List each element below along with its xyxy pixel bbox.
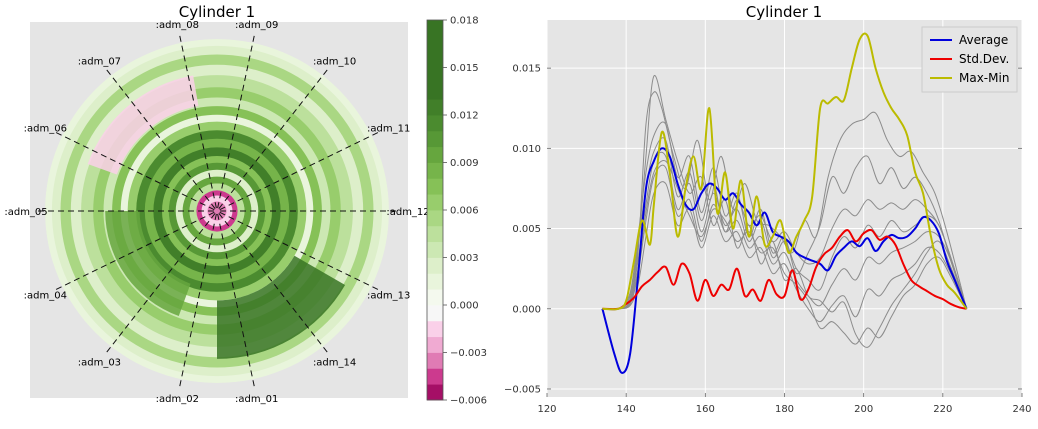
y-tick-label-1: 0.000 [512,304,541,315]
y-tick-labels: −0.005 0.000 0.005 0.010 0.015 [504,64,1022,396]
legend-label-0: Average [959,33,1008,47]
spoke-label-5: :adm_05 [4,207,47,218]
series-line-average [601,147,968,374]
colorbar-band-15 [427,146,443,163]
colorbar-band-0 [427,384,443,401]
spoke-label-7: :adm_07 [78,57,121,68]
colorbar-band-20 [427,67,443,84]
spoke-label-1: :adm_01 [235,394,278,405]
x-tick-label-6: 240 [1012,404,1031,415]
colorbar-band-16 [427,130,443,148]
sample-line-4 [602,121,968,311]
x-tick-label-2: 160 [696,404,715,415]
colorbar-band-13 [427,178,443,195]
sample-line-10 [602,75,968,348]
colorbar-ticks: 0.018 0.015 0.012 0.009 0.006 0.003 0.000 −0.00… [443,16,487,407]
x-tick-label-4: 200 [854,404,873,415]
x-tick-labels: 120 140 160 180 200 220 240 [537,393,1032,415]
series-line-std-dev [602,228,967,311]
colorbar: 0.018 0.015 0.012 0.009 0.006 0.003 0.000 −0.00… [426,16,487,407]
colorbar-tick-label-2: 0.012 [450,111,479,122]
colorbar-tick-label-1: 0.015 [450,63,479,74]
spoke-label-10: :adm_10 [313,57,356,68]
spoke-label-6: :adm_06 [24,123,67,134]
colorbar-band-8 [427,257,443,274]
colorbar-band-11 [427,210,443,227]
colorbar-band-22 [427,35,443,53]
colorbar-band-14 [427,162,443,179]
colorbar-band-23 [427,20,443,37]
x-tick-label-0: 120 [537,404,556,415]
colorbar-band-10 [427,225,443,243]
legend-label-1: Std.Dev. [959,52,1009,66]
spoke-label-12: :adm_12 [386,207,429,218]
spoke-label-9: :adm_09 [235,20,278,31]
colorbar-bands [427,20,443,401]
y-tick-label-3: 0.010 [512,144,541,155]
grid-lines [546,20,1023,397]
colorbar-tick-label-7: −0.003 [450,348,487,359]
y-tick-label-2: 0.005 [512,224,541,235]
colorbar-band-3 [427,336,443,353]
x-tick-label-5: 220 [933,404,952,415]
colorbar-band-6 [427,289,443,306]
y-tick-label-0: −0.005 [504,385,541,396]
spoke-label-4: :adm_04 [24,291,67,302]
y-tick-label-4: 0.015 [512,64,541,75]
contour-patch-0 [87,75,199,175]
x-tick-label-1: 140 [617,404,636,415]
polar-contour-panel: Cylinder 1 :adm_01 :adm_02 :adm_03 :adm_04:… [4,3,429,405]
spoke-label-3: :adm_03 [78,358,121,369]
line-chart-panel: Cylinder 1 120 140 160 180 200 220 240 −0.005 0… [504,3,1032,415]
colorbar-band-21 [427,51,443,68]
colorbar-band-19 [427,83,443,100]
contour-patch-1 [217,255,346,359]
spoke-label-2: :adm_02 [156,394,199,405]
line-title: Cylinder 1 [746,3,822,21]
colorbar-band-7 [427,273,443,290]
colorbar-tick-label-4: 0.006 [450,206,479,217]
colorbar-tick-label-5: 0.003 [450,253,479,264]
sample-line-5 [602,137,968,311]
spoke-label-11: :adm_11 [367,123,410,134]
legend: Average Std.Dev. Max-Min [921,26,1018,93]
spoke-label-13: :adm_13 [367,291,410,302]
colorbar-band-4 [427,320,443,338]
colorbar-band-9 [427,241,443,258]
colorbar-band-18 [427,99,443,116]
colorbar-band-12 [427,194,443,211]
colorbar-tick-label-3: 0.009 [450,158,479,169]
colorbar-band-5 [427,305,443,322]
colorbar-band-2 [427,352,443,369]
spoke-label-8: :adm_08 [156,20,199,31]
colorbar-band-1 [427,368,443,385]
spoke-label-14: :adm_14 [313,358,356,369]
colorbar-tick-label-0: 0.018 [450,16,479,27]
contour-rings [45,39,389,383]
series-line-max-min [602,32,968,311]
spoke-labels: :adm_01 :adm_02 :adm_03 :adm_04 :adm_05 :adm_… [4,20,429,405]
colorbar-band-17 [427,115,443,132]
contour-patch-2 [105,211,191,317]
colorbar-tick-label-8: −0.006 [450,396,487,407]
legend-label-2: Max-Min [959,71,1009,85]
center-ring-3 [207,201,227,221]
colorbar-tick-label-6: 0.000 [450,301,479,312]
series-lines [601,32,968,374]
x-tick-label-3: 180 [775,404,794,415]
polar-title: Cylinder 1 [179,3,255,21]
